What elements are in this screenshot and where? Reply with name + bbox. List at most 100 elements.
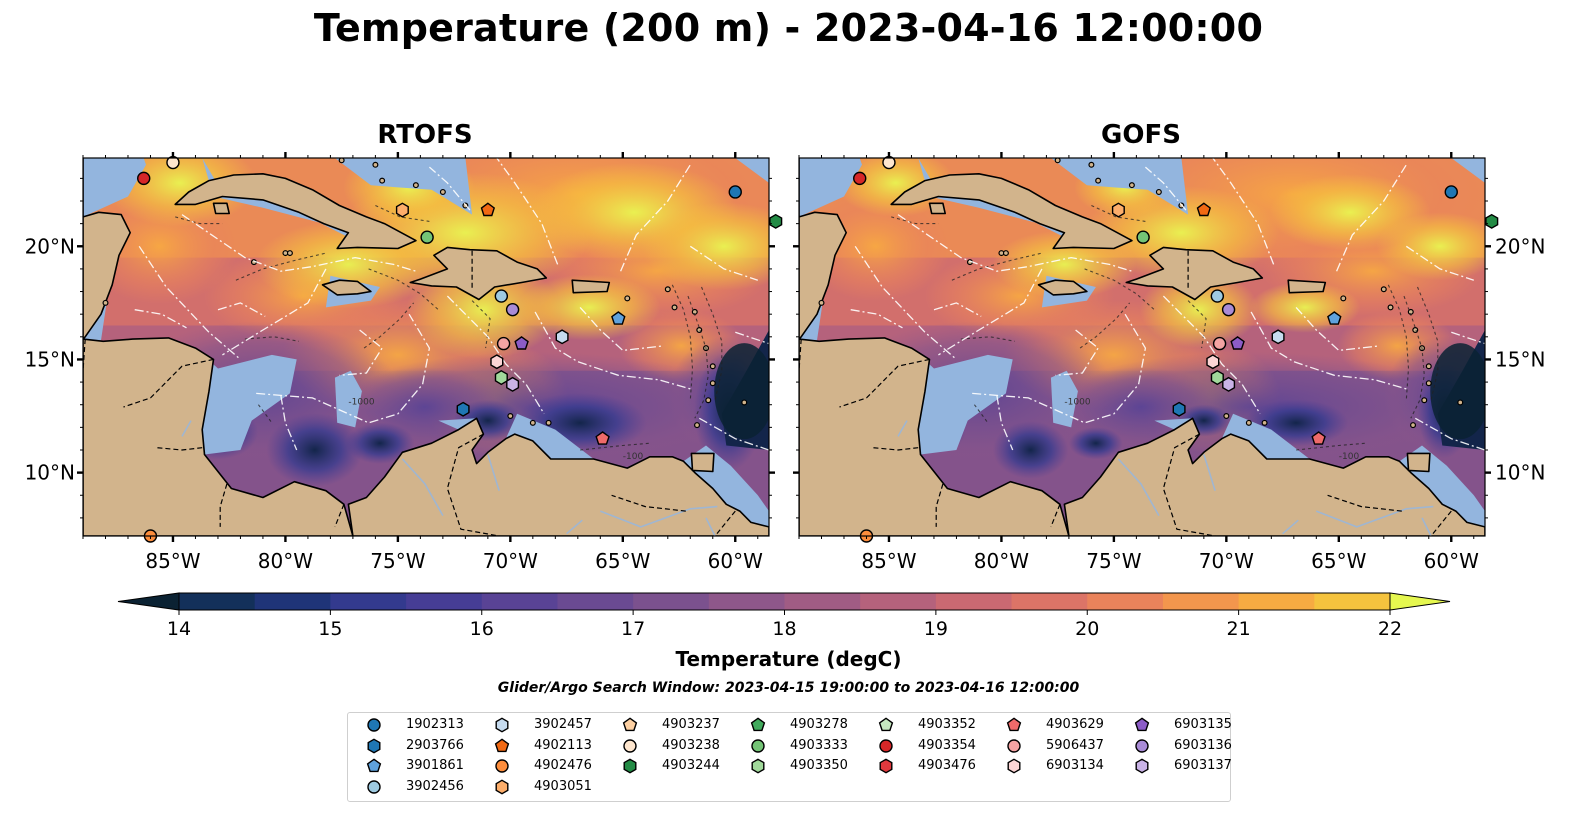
colorbar-bin — [860, 593, 937, 610]
land-isle_youth — [928, 202, 946, 215]
colorbar-extend-min — [117, 592, 180, 611]
panel-title-rtofs: RTOFS — [377, 120, 473, 150]
lat-tick-label-left: 20°N — [25, 234, 75, 258]
colorbar-bin — [254, 593, 331, 610]
colorbar-tick-label: 14 — [167, 618, 191, 640]
float-marker-1902313 — [1444, 185, 1458, 199]
land-puertorico — [1287, 279, 1327, 294]
legend-marker-4902113 — [494, 738, 510, 752]
land-trinidad — [690, 452, 715, 473]
legend-marker-4902476 — [495, 759, 509, 773]
legend-marker-4903352 — [878, 717, 894, 732]
float-marker-4903333 — [1136, 230, 1150, 244]
lon-tick-label: 65°W — [1311, 549, 1366, 573]
legend-marker-6903137 — [1135, 758, 1149, 774]
float-marker-4903354 — [137, 171, 151, 186]
lon-tick-label: 85°W — [861, 549, 916, 573]
colorbar-tick-label: 18 — [772, 618, 796, 640]
legend-marker-6903134 — [1007, 758, 1021, 774]
colorbar-bin — [1238, 593, 1315, 610]
land-hispaniola — [409, 246, 548, 301]
float-marker-6903137 — [506, 376, 520, 392]
colorbar-bin — [633, 593, 710, 610]
float-marker-6903136 — [505, 302, 520, 317]
contour-label: -1000 — [1064, 398, 1090, 408]
legend-label: 4903238 — [662, 737, 720, 753]
float-marker-4903051 — [1111, 202, 1125, 218]
legend-label: 6903134 — [1046, 758, 1104, 774]
legend-label: 4903350 — [790, 758, 848, 774]
float-marker-6903134 — [490, 354, 504, 370]
float-marker-3902456 — [1210, 289, 1225, 303]
land-hispaniola — [1125, 246, 1264, 301]
float-marker-6903135 — [1230, 336, 1245, 350]
land-cuba — [890, 173, 1133, 250]
lat-tick-label-right: 20°N — [1495, 234, 1545, 258]
lat-tick-label-right: 15°N — [1495, 347, 1545, 371]
lat-tick-label-left: 10°N — [25, 461, 75, 485]
colorbar-bin — [406, 593, 483, 610]
colorbar: 14 15 16 17 18 19 20 21 22 — [117, 592, 1451, 640]
colorbar-tick-label: 17 — [621, 618, 645, 640]
float-marker-4903244 — [1485, 213, 1499, 229]
lon-tick-label: 60°W — [1424, 549, 1479, 573]
legend-marker-1902313 — [367, 718, 381, 732]
float-marker-4903629 — [595, 431, 610, 445]
float-marker-4903629 — [1311, 431, 1326, 445]
colorbar-bin — [330, 593, 407, 610]
legend-label: 4902113 — [534, 737, 592, 753]
legend-marker-4903244 — [623, 758, 637, 774]
legend-label: 4903244 — [662, 758, 720, 774]
colorbar-extend-max — [1389, 592, 1451, 611]
panel-title-gofs: GOFS — [1101, 120, 1181, 150]
map-frame — [82, 157, 770, 537]
colorbar-tick-label: 20 — [1075, 618, 1099, 640]
float-marker-3902456 — [494, 289, 509, 303]
land-central — [83, 337, 354, 536]
land-jamaica — [321, 279, 372, 296]
legend-marker-4903350 — [751, 758, 765, 774]
rtofs-map: -1000 -100 85°W 80°W 75°W 70°W 65°W 60°W 20°N 15°… — [25, 152, 783, 573]
float-marker-5906437 — [1212, 336, 1227, 351]
map-frame — [798, 157, 1486, 537]
colorbar-bin — [481, 593, 559, 610]
legend-marker-4903476 — [879, 758, 893, 774]
float-marker-5906437 — [496, 336, 511, 351]
legend-label: 2903766 — [406, 737, 464, 753]
legend-marker-4903238 — [623, 738, 637, 753]
colorbar-tick-label: 16 — [470, 618, 494, 640]
land-cuba — [174, 173, 417, 250]
legend-label: 6903137 — [1174, 758, 1232, 774]
map-figure: -1000 -100 85°W 80°W 75°W 70°W 65°W 60°W 20°N 15°… — [25, 152, 1545, 640]
legend-label: 3901861 — [406, 758, 464, 774]
figure-title: Temperature (200 m) - 2023-04-16 12:00:0… — [313, 6, 1264, 50]
legend-label: 4903352 — [918, 717, 976, 732]
legend-marker-4903051 — [495, 779, 509, 795]
colorbar-label: Temperature (degC) — [675, 647, 902, 671]
float-marker-6903136 — [1221, 302, 1236, 317]
legend-label: 4903354 — [918, 737, 976, 753]
float-marker-4902113 — [1196, 202, 1212, 217]
colorbar-tick-label: 19 — [924, 618, 948, 640]
float-marker-6903135 — [514, 336, 529, 350]
contour-label: -100 — [623, 452, 644, 462]
legend-marker-3901861 — [366, 758, 382, 773]
legend-marker-4903278 — [750, 717, 766, 732]
colorbar-bin — [784, 593, 861, 610]
land-puertorico — [571, 279, 611, 294]
legend-label: 4903051 — [534, 778, 592, 794]
legend-marker-4903354 — [879, 738, 893, 753]
float-marker-4903051 — [395, 202, 409, 218]
land-mexico — [799, 158, 848, 340]
lon-tick-label: 75°W — [370, 549, 425, 573]
legend-marker-6903136 — [1135, 738, 1149, 753]
float-marker-3901861 — [1327, 311, 1342, 325]
lon-tick-label: 75°W — [1086, 549, 1141, 573]
search-window-note: Glider/Argo Search Window: 2023-04-15 19… — [497, 680, 1080, 696]
float-marker-1902313 — [728, 185, 742, 199]
colorbar-bin — [1162, 593, 1240, 610]
land-isle_youth — [212, 202, 230, 215]
float-marker-2903766 — [456, 401, 470, 417]
legend-marker-5906437 — [1007, 738, 1021, 753]
colorbar-tick-label: 21 — [1227, 618, 1251, 640]
